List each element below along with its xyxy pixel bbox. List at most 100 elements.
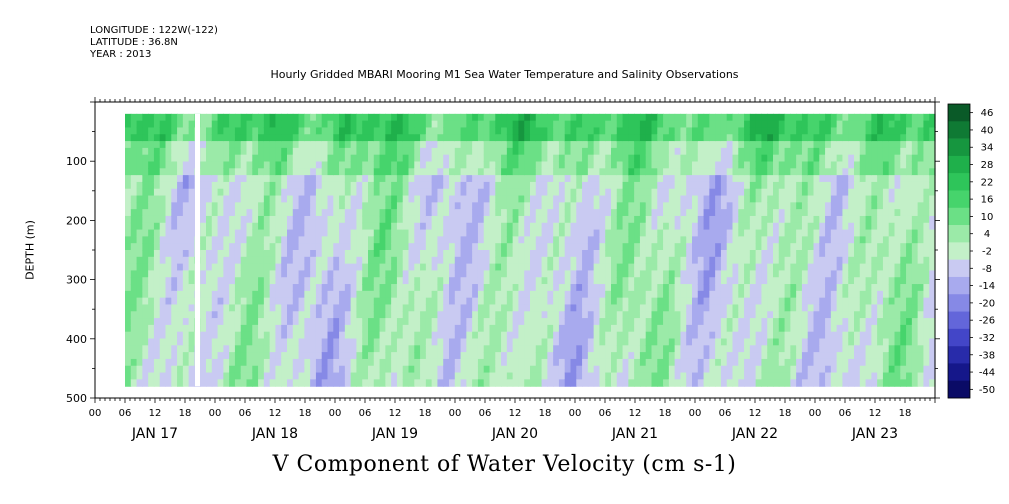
heatmap-cell [472, 365, 479, 374]
heatmap-cell [761, 331, 768, 340]
heatmap-cell [385, 120, 392, 129]
heatmap-cell [524, 188, 531, 197]
heatmap-cell [836, 270, 844, 278]
heatmap-cell [466, 161, 473, 169]
heatmap-cell [229, 324, 236, 333]
heatmap-cell [530, 175, 537, 183]
heatmap-cell [495, 141, 502, 149]
heatmap-cell [657, 175, 664, 183]
heatmap-cell [217, 379, 224, 387]
heatmap-cell [686, 215, 693, 224]
heatmap-cell [582, 113, 589, 122]
heatmap-cell [732, 250, 739, 258]
heatmap-cell [761, 352, 768, 360]
heatmap-cell [223, 318, 230, 326]
heatmap-cell [136, 338, 143, 346]
heatmap-cell [275, 181, 282, 190]
heatmap-cell [252, 270, 259, 278]
heatmap-cell [206, 345, 213, 353]
heatmap-cell [431, 256, 439, 265]
heatmap-cell [593, 345, 601, 353]
heatmap-cell [553, 324, 560, 333]
heatmap-cell [587, 304, 595, 312]
heatmap-cell [240, 338, 248, 346]
heatmap-cell [443, 120, 450, 129]
heatmap-cell [362, 161, 369, 169]
heatmap-cell [315, 175, 323, 183]
heatmap-cell [639, 209, 647, 217]
heatmap-cell [836, 256, 844, 265]
heatmap-cell [148, 318, 155, 326]
heatmap-cell [842, 222, 849, 231]
heatmap-cell [628, 358, 635, 367]
heatmap-cell [217, 331, 224, 340]
heatmap-cell [535, 202, 543, 210]
heatmap-cell [425, 365, 433, 374]
heatmap-cell [130, 120, 138, 129]
heatmap-cell [686, 202, 693, 210]
heatmap-cell [304, 209, 311, 217]
heatmap-cell [616, 372, 624, 380]
heatmap-cell [402, 284, 410, 292]
heatmap-cell [379, 215, 386, 224]
heatmap-cell [657, 338, 664, 346]
heatmap-cell [420, 372, 427, 380]
heatmap-cell [767, 222, 774, 231]
heatmap-cell [281, 113, 288, 122]
heatmap-cell [639, 352, 647, 360]
heatmap-cell [535, 229, 543, 237]
heatmap-cell [223, 195, 230, 203]
heatmap-cell [472, 127, 479, 135]
heatmap-cell [692, 331, 699, 340]
heatmap-cell [726, 277, 734, 285]
heatmap-cell [761, 290, 768, 299]
heatmap-cell [449, 290, 456, 299]
heatmap-cell [547, 243, 554, 251]
heatmap-cell [472, 229, 479, 237]
heatmap-cell [327, 147, 334, 156]
heatmap-cell [530, 120, 537, 129]
heatmap-cell [836, 229, 844, 237]
heatmap-cell [472, 352, 479, 360]
heatmap-cell [558, 161, 566, 169]
heatmap-cell [518, 352, 525, 360]
heatmap-cell [715, 161, 722, 169]
heatmap-cell [639, 147, 647, 156]
heatmap-cell [217, 338, 224, 346]
heatmap-cell [778, 324, 786, 333]
heatmap-cell [200, 188, 207, 197]
heatmap-cell [443, 222, 450, 231]
heatmap-cell [130, 243, 138, 251]
heatmap-cell [547, 195, 554, 203]
heatmap-cell [281, 202, 288, 210]
heatmap-cell [362, 277, 369, 285]
heatmap-cell [651, 358, 658, 367]
heatmap-cell [819, 147, 826, 156]
heatmap-cell [269, 250, 277, 258]
heatmap-cell [229, 202, 236, 210]
heatmap-cell [738, 358, 745, 367]
heatmap-cell [686, 304, 693, 312]
heatmap-cell [703, 304, 710, 312]
heatmap-cell [483, 188, 491, 197]
heatmap-cell [749, 290, 757, 299]
heatmap-cell [535, 263, 543, 272]
heatmap-cell [466, 379, 473, 387]
heatmap-cell [281, 352, 288, 360]
heatmap-cell [182, 188, 190, 197]
heatmap-cell [263, 379, 271, 387]
heatmap-cell [466, 127, 473, 135]
heatmap-cell [177, 311, 184, 319]
heatmap-cell [501, 222, 508, 231]
heatmap-cell [373, 338, 381, 346]
heatmap-cell [321, 229, 329, 237]
heatmap-cell [732, 236, 739, 244]
heatmap-cell [530, 379, 537, 387]
heatmap-cell [483, 365, 491, 374]
heatmap-cell [315, 290, 323, 299]
heatmap-cell [663, 195, 670, 203]
heatmap-cell [622, 318, 629, 326]
heatmap-cell [287, 297, 294, 306]
heatmap-cell [720, 202, 728, 210]
heatmap-cell [396, 147, 404, 156]
